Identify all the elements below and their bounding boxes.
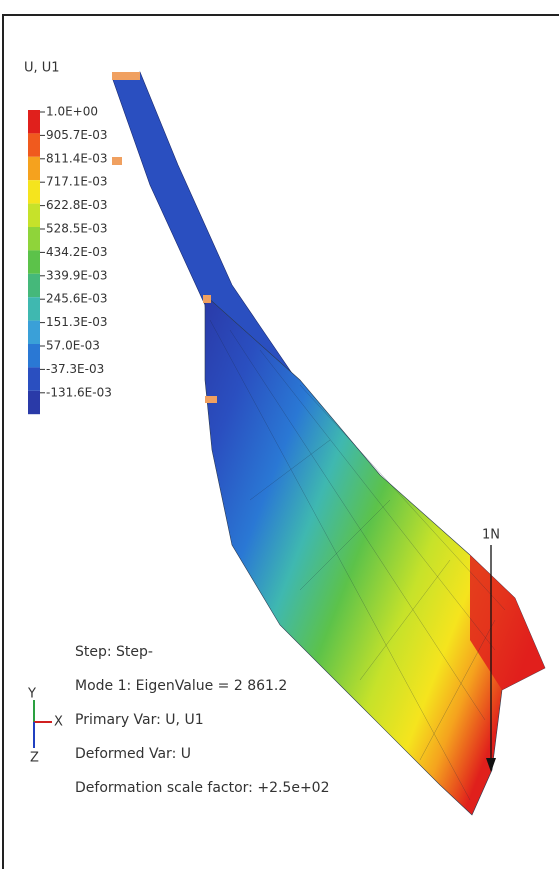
info-line: Mode 1: EigenValue = 2 861.2 (75, 678, 287, 694)
triad-y: Y (27, 687, 36, 702)
support (203, 295, 211, 303)
legend-swatch (28, 180, 40, 203)
legend-swatch (28, 274, 40, 297)
legend-label: -131.6E-03 (46, 385, 112, 399)
legend-swatch (28, 204, 40, 227)
legend-label: 434.2E-03 (46, 245, 108, 259)
info-line: Deformation scale factor: +2.5e+02 (75, 780, 330, 796)
legend-swatch (28, 110, 40, 133)
legend-label: -37.3E-03 (46, 362, 104, 376)
legend-label: 1.0E+00 (46, 105, 98, 119)
legend-swatch (28, 367, 40, 390)
legend-label: 151.3E-03 (46, 315, 108, 329)
legend-swatch (28, 321, 40, 344)
info-line: Primary Var: U, U1 (75, 712, 204, 728)
legend-swatch (28, 250, 40, 273)
support (112, 72, 140, 80)
legend-label: 245.6E-03 (46, 292, 108, 306)
legend-swatch (28, 344, 40, 367)
legend-label: 811.4E-03 (46, 151, 108, 165)
legend-swatch (28, 133, 40, 156)
support (112, 157, 122, 165)
triad-x: X (54, 715, 63, 730)
legend-swatch (28, 297, 40, 320)
legend-swatch (28, 227, 40, 250)
legend-label: 528.5E-03 (46, 222, 108, 236)
viewport: 1N U, U1 1.0E+00 905.7E-03 811.4E-03 717.1E… (0, 0, 559, 869)
load-label: 1N (482, 528, 500, 543)
info-line: Deformed Var: U (75, 746, 191, 762)
support (205, 396, 217, 403)
legend-swatch (28, 391, 40, 414)
legend-title: U, U1 (24, 61, 60, 76)
legend-label: 339.9E-03 (46, 268, 108, 282)
legend-label: 622.8E-03 (46, 198, 108, 212)
legend-label: 57.0E-03 (46, 339, 100, 353)
legend-label: 905.7E-03 (46, 128, 108, 142)
legend-swatch (28, 157, 40, 180)
info-line: Step: Step- (75, 644, 153, 660)
legend-label: 717.1E-03 (46, 175, 108, 189)
triad-z: Z (30, 751, 39, 766)
